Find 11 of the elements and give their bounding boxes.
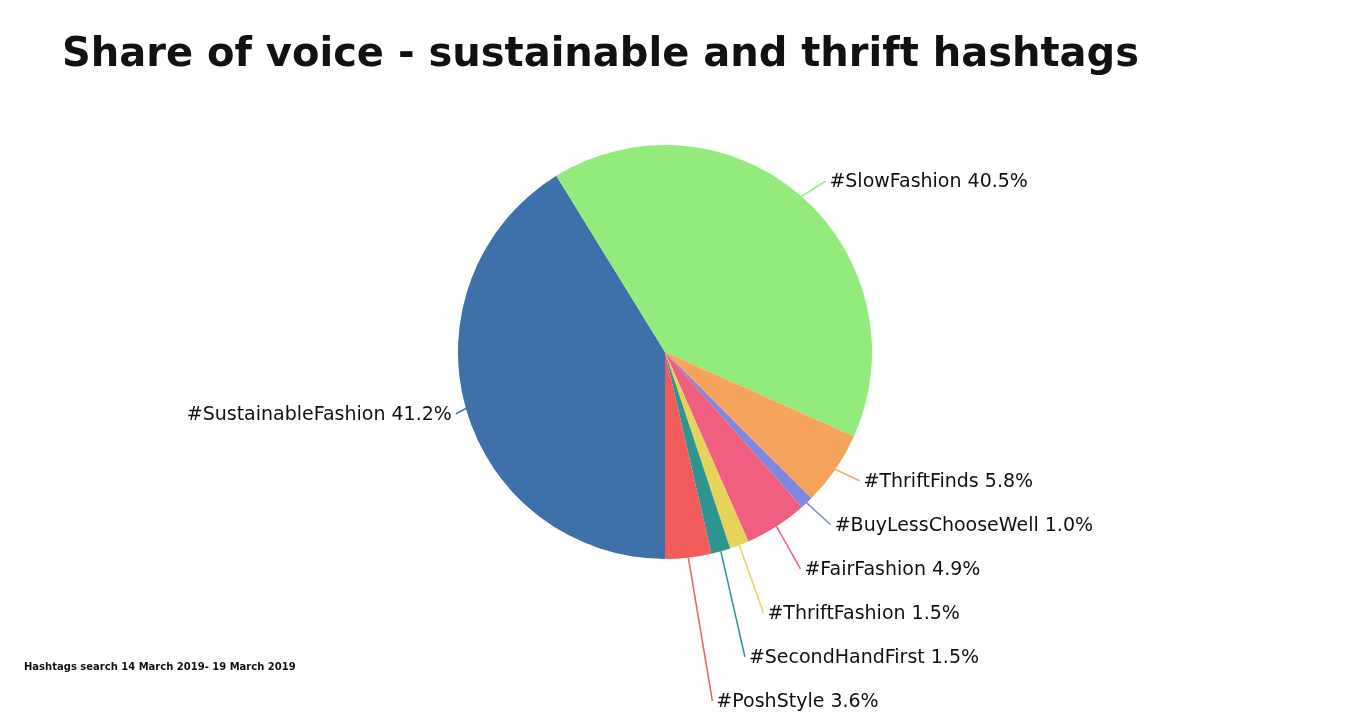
slice-label: #ThriftFinds 5.8% — [863, 468, 1034, 491]
text: Hashtags search 14 March 2019- 19 March 2019 — [24, 661, 296, 672]
slice-label: #PoshStyle 3.6% — [716, 688, 879, 711]
slice-label: #BuyLessChooseWell 1.0% — [834, 512, 1094, 535]
slice-label: #SustainableFashion 41.2% — [186, 401, 452, 424]
slice-label: #SecondHandFirst 1.5% — [748, 644, 980, 667]
pie-slice — [458, 175, 665, 559]
slice-label: #FairFashion 4.9% — [804, 556, 981, 579]
slice-label: #SlowFashion 40.5% — [829, 169, 1028, 192]
slice-label: #ThriftFashion 1.5% — [767, 600, 960, 623]
chart-title: Share of voice - sustainable and thrift hashtags — [62, 29, 1140, 75]
